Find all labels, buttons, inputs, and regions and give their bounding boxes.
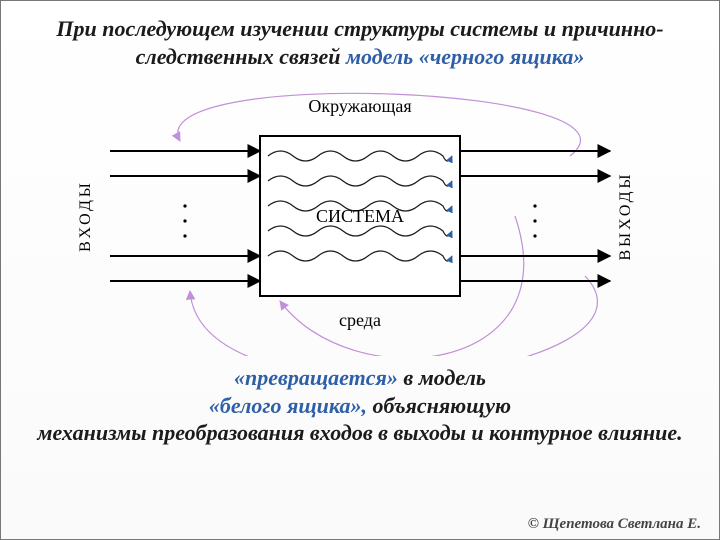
svg-text:СИСТЕМА: СИСТЕМА	[316, 206, 404, 226]
svg-text:среда: среда	[339, 310, 381, 330]
system-diagram: СИСТЕМА Окружающая среда ВХОДЫ ВЫХОДЫ	[50, 76, 670, 356]
bottom-line1-blue: «превращается»	[234, 365, 398, 390]
bottom-paragraph: «превращается» в модель «белого ящика», …	[19, 364, 701, 447]
copyright: © Щепетова Светлана Е.	[528, 516, 701, 533]
slide: При последующем изучении структуры систе…	[0, 0, 720, 540]
svg-text:Окружающая: Окружающая	[308, 96, 411, 116]
bottom-line3: механизмы преобразования входов в выходы…	[37, 420, 682, 445]
top-blue: модель «черного ящика»	[346, 44, 584, 69]
bottom-line2-blue: «белого ящика»,	[209, 393, 373, 418]
svg-text:ВХОДЫ: ВХОДЫ	[77, 180, 94, 252]
bottom-line1-rest: в модель	[398, 365, 486, 390]
diagram-container: СИСТЕМА Окружающая среда ВХОДЫ ВЫХОДЫ	[19, 76, 701, 356]
top-paragraph: При последующем изучении структуры систе…	[19, 15, 701, 70]
bottom-line2-rest: объясняющую	[373, 393, 512, 418]
svg-text:ВЫХОДЫ: ВЫХОДЫ	[617, 172, 634, 261]
